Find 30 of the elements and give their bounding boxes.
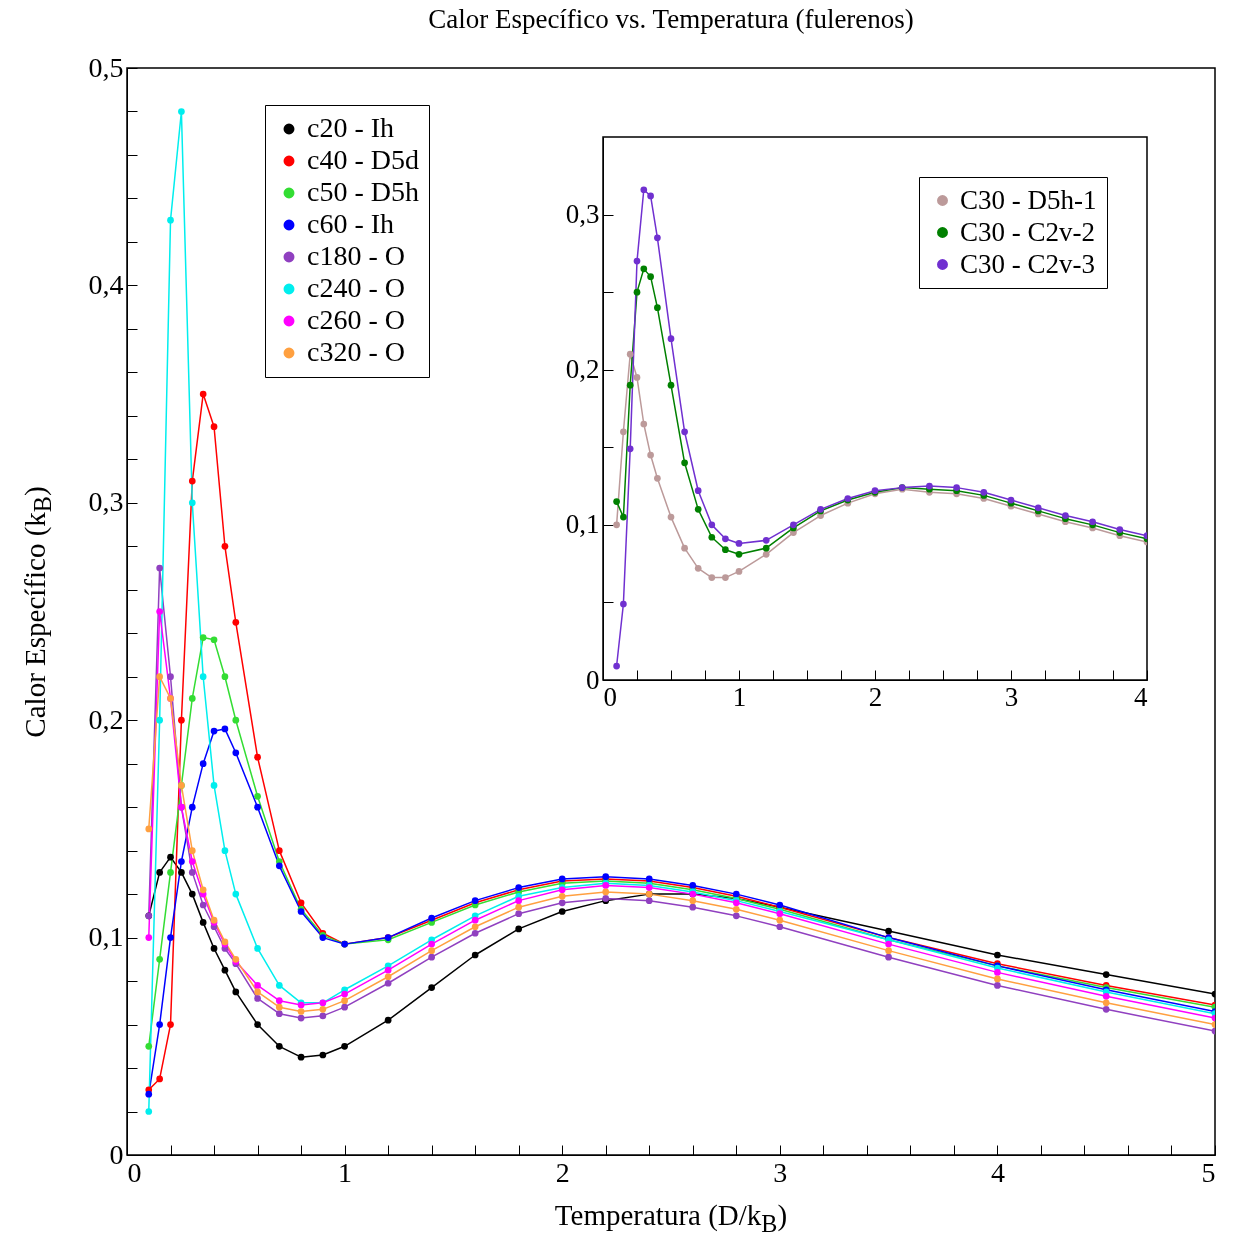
y-tick-label: 0,4 <box>88 268 124 300</box>
chart-title: Calor Específico vs. Temperatura (fulerenos) <box>428 4 914 35</box>
y-tick-label: 0,2 <box>565 354 600 385</box>
legend-label: c320 - O <box>307 336 405 367</box>
x-tick-label: 2 <box>555 1156 570 1188</box>
legend-label: c50 - D5h <box>307 176 419 207</box>
x-tick-label: 2 <box>868 681 883 712</box>
legend-label: c60 - Ih <box>307 208 395 239</box>
legend-label: c20 - Ih <box>307 112 395 143</box>
legend-label: c260 - O <box>307 304 405 335</box>
legend-label: C30 - D5h-1 <box>960 184 1097 215</box>
y-tick-label: 0,3 <box>565 199 600 230</box>
y-tick-label: 0,1 <box>88 921 124 953</box>
x-tick-label: 4 <box>1134 681 1148 712</box>
y-tick-label: 0,5 <box>88 51 124 83</box>
legend-label: C30 - C2v-2 <box>960 216 1095 247</box>
x-tick-label: 3 <box>1004 681 1019 712</box>
legend-label: c40 - D5d <box>307 144 419 175</box>
x-tick-label: 1 <box>732 681 747 712</box>
y-tick-label: 0,2 <box>88 703 124 735</box>
legend-label: c180 - O <box>307 240 405 271</box>
x-tick-label: 3 <box>773 1156 788 1188</box>
x-tick-label: 1 <box>338 1156 353 1188</box>
x-tick-label: 5 <box>1201 1156 1216 1188</box>
y-tick-label: 0,3 <box>88 486 124 518</box>
y-tick-label: 0,1 <box>565 509 600 540</box>
x-axis-title: Temperatura (D/k$_{B}$) <box>554 1199 788 1238</box>
legend-label: c240 - O <box>307 272 405 303</box>
x-tick-label: 4 <box>990 1156 1005 1188</box>
legend-label: C30 - C2v-3 <box>960 248 1095 279</box>
